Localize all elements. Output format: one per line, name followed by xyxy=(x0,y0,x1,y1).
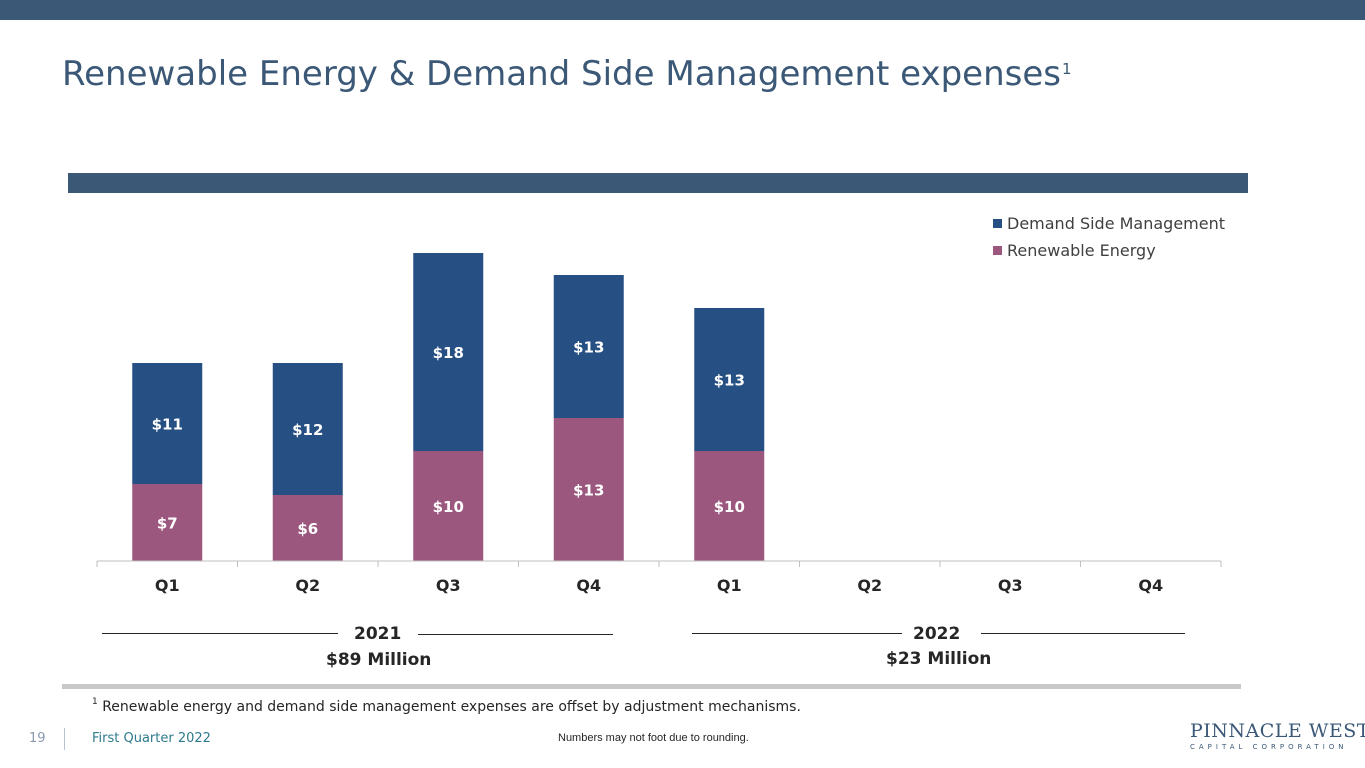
page-title: Renewable Energy & Demand Side Managemen… xyxy=(62,54,1072,94)
bar-renewable-energy-4 xyxy=(553,418,624,561)
year-2022-line-left xyxy=(692,633,902,634)
data-label-demand-side-management-4: $13 xyxy=(573,339,604,357)
stacked-bar-chart: $7 $11 $6 $12 $10 $18 $13 $13 $10 $13 Q1 Q2 Q3 Q4 Q1 Q2… xyxy=(96,253,1222,595)
data-label-renewable-energy-1: $7 xyxy=(157,515,178,533)
data-label-demand-side-management-3: $18 xyxy=(433,344,464,362)
bar-renewable-energy-5 xyxy=(694,451,765,561)
page-number: 19 xyxy=(29,731,46,746)
bar-demand-side-management-1 xyxy=(132,363,203,484)
footnote-divider xyxy=(62,684,1241,689)
data-label-renewable-energy-2: $6 xyxy=(297,520,318,538)
year-2021-label: 2021 xyxy=(354,624,402,644)
x-tick-label-1: Q1 xyxy=(155,576,180,595)
footer-quarter-label: First Quarter 2022 xyxy=(92,731,211,746)
legend-swatch-demand-side-management xyxy=(993,219,1002,228)
year-2021-line-left xyxy=(102,633,338,634)
title-footnote-mark: 1 xyxy=(1061,60,1072,78)
legend-item-renewable-energy: Renewable Energy xyxy=(993,237,1225,264)
year-2022-label: 2022 xyxy=(913,624,961,644)
bar-demand-side-management-2 xyxy=(272,363,343,495)
footnote-mark: 1 xyxy=(92,697,98,707)
bar-renewable-energy-2 xyxy=(272,495,343,561)
data-label-demand-side-management-2: $12 xyxy=(292,421,323,439)
footnote-text: Renewable energy and demand side managem… xyxy=(102,699,801,715)
year-2022-total: $23 Million xyxy=(886,649,992,669)
x-tick-label-6: Q2 xyxy=(857,576,882,595)
footnote: 1 Renewable energy and demand side manag… xyxy=(92,697,801,715)
footer-rounding-note: Numbers may not foot due to rounding. xyxy=(558,732,749,744)
data-label-renewable-energy-4: $13 xyxy=(573,482,604,500)
x-tick-label-4: Q4 xyxy=(576,576,601,595)
bar-demand-side-management-5 xyxy=(694,308,765,451)
year-2022-line-right xyxy=(981,633,1185,634)
logo-subtitle: CAPITAL CORPORATION xyxy=(1190,743,1348,751)
legend-label-renewable-energy: Renewable Energy xyxy=(1007,241,1156,260)
legend-label-demand-side-management: Demand Side Management xyxy=(1007,214,1226,233)
bar-renewable-energy-1 xyxy=(132,484,203,561)
chart-legend: Demand Side Management Renewable Energy xyxy=(993,210,1225,264)
year-2021-line-right xyxy=(418,634,613,635)
company-logo: PINNACLE WEST CAPITAL CORPORATION xyxy=(1190,720,1365,752)
data-label-demand-side-management-5: $13 xyxy=(714,372,745,390)
data-label-renewable-energy-5: $10 xyxy=(714,498,745,516)
x-tick-label-3: Q3 xyxy=(436,576,461,595)
year-2021-total: $89 Million xyxy=(326,650,432,670)
bar-demand-side-management-3 xyxy=(413,253,484,451)
x-tick-label-8: Q4 xyxy=(1138,576,1163,595)
logo-wordmark: PINNACLE WEST xyxy=(1190,720,1365,742)
x-tick-label-2: Q2 xyxy=(295,576,320,595)
bar-demand-side-management-4 xyxy=(553,275,624,418)
legend-item-demand-side-management: Demand Side Management xyxy=(993,210,1225,237)
chart-header-band xyxy=(68,173,1248,193)
bar-renewable-energy-3 xyxy=(413,451,484,561)
legend-swatch-renewable-energy xyxy=(993,246,1002,255)
x-tick-label-7: Q3 xyxy=(998,576,1023,595)
data-label-renewable-energy-3: $10 xyxy=(433,498,464,516)
footer-divider xyxy=(64,728,65,750)
page-title-text: Renewable Energy & Demand Side Managemen… xyxy=(62,54,1061,94)
data-label-demand-side-management-1: $11 xyxy=(152,416,183,434)
top-banner xyxy=(0,0,1365,20)
x-tick-label-5: Q1 xyxy=(717,576,742,595)
